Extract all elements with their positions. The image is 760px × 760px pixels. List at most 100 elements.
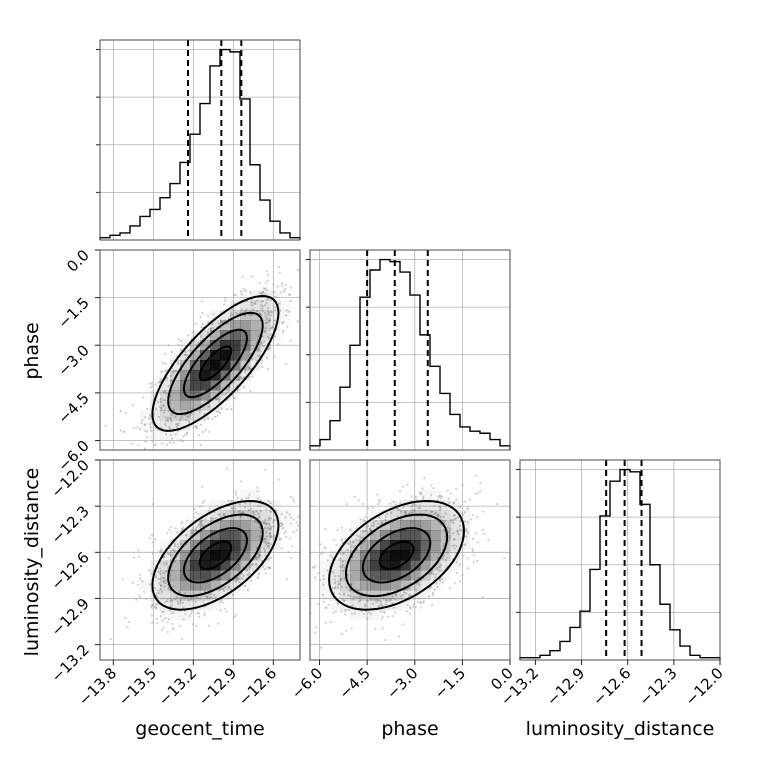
density-cell — [400, 560, 411, 571]
scatter-point — [150, 605, 153, 608]
scatter-point — [472, 560, 475, 563]
axes-frame — [309, 249, 511, 451]
density-cell — [440, 510, 451, 521]
scatter-point — [246, 573, 249, 576]
scatter-point — [282, 320, 285, 323]
scatter-point — [290, 522, 293, 525]
scatter-point — [391, 615, 394, 618]
density-cell — [230, 330, 241, 341]
scatter-point — [217, 322, 221, 325]
scatter-point — [416, 506, 420, 510]
density-cell — [450, 530, 461, 541]
scatter-point — [417, 581, 420, 584]
scatter-point — [137, 444, 140, 447]
scatter-point — [96, 454, 98, 456]
scatter-point — [207, 405, 210, 408]
density-cell — [360, 530, 371, 541]
scatter-point — [352, 541, 355, 544]
scatter-point — [268, 317, 272, 320]
scatter-point — [469, 518, 473, 521]
density-cell — [370, 510, 381, 521]
density-cell — [200, 360, 211, 371]
contour-level — [167, 311, 264, 416]
scatter-point — [203, 590, 206, 593]
contour-level — [151, 294, 280, 432]
scatter-point — [471, 547, 474, 551]
density-cell — [370, 530, 381, 541]
scatter-point — [290, 545, 293, 548]
scatter-point — [236, 389, 239, 392]
scatter-point — [153, 605, 156, 608]
scatter-point — [479, 481, 482, 484]
density-cell — [230, 340, 241, 351]
scatter-point — [158, 381, 161, 384]
density-cell — [160, 430, 171, 441]
tick-label-y-phase: −4.5 — [54, 389, 92, 427]
scatter-point — [232, 507, 235, 510]
scatter-point — [366, 599, 369, 603]
density-cell — [230, 370, 241, 381]
density-cell — [260, 320, 271, 331]
density-cell — [250, 530, 261, 541]
scatter-point — [245, 496, 248, 499]
scatter-point — [433, 588, 436, 592]
density-cell — [200, 520, 211, 531]
scatter-point — [162, 626, 165, 629]
scatter-point — [292, 530, 295, 534]
scatter-point — [215, 397, 218, 400]
scatter-point — [170, 612, 173, 615]
density-cell — [200, 340, 211, 351]
density-cell — [340, 550, 351, 561]
tick-label-x-luminosity-distance: −12.0 — [682, 664, 727, 709]
scatter-point — [259, 350, 262, 353]
scatter-point — [266, 367, 270, 371]
scatter-point — [160, 407, 163, 410]
scatter-point — [220, 407, 223, 410]
scatter-point — [235, 580, 238, 583]
density-cell — [230, 530, 241, 541]
scatter-point — [191, 529, 194, 532]
density-cell — [200, 550, 211, 561]
density-cell — [440, 560, 451, 571]
scatter-point — [404, 511, 407, 514]
density-cell — [170, 580, 181, 591]
density-cell — [160, 400, 171, 411]
density-cell — [160, 600, 171, 611]
scatter-point — [225, 610, 228, 613]
scatter-point — [256, 299, 259, 302]
scatter-point — [336, 529, 339, 532]
scatter-point — [264, 554, 267, 557]
scatter-point — [496, 503, 499, 506]
scatter-point — [259, 531, 262, 534]
scatter-point — [466, 567, 469, 570]
scatter-point — [355, 538, 358, 541]
scatter-point — [317, 603, 320, 606]
scatter-point — [459, 563, 462, 566]
scatter-point — [396, 507, 400, 510]
scatter-point — [131, 581, 135, 584]
scatter-point — [326, 559, 329, 562]
density-cell — [350, 590, 361, 601]
scatter-point — [136, 452, 138, 454]
scatter-point — [431, 592, 434, 595]
scatter-point — [225, 391, 228, 395]
scatter-point — [358, 538, 361, 541]
scatter-point — [233, 510, 236, 513]
scatter-point — [273, 306, 277, 309]
scatter-point — [272, 537, 275, 540]
scatter-point — [148, 569, 151, 572]
scatter-point — [458, 580, 462, 583]
scatter-point — [173, 560, 176, 563]
scatter-point — [242, 376, 245, 379]
xlabel-geocent-time: geocent_time — [135, 718, 264, 740]
scatter-point — [172, 441, 175, 444]
scatter-point — [202, 600, 205, 603]
density-cell — [180, 400, 191, 411]
scatter-point — [261, 365, 264, 369]
scatter-point — [159, 615, 162, 618]
scatter-point — [229, 315, 232, 318]
scatter-point — [452, 501, 456, 504]
scatter-point — [466, 531, 470, 534]
scatter-point — [173, 545, 176, 548]
scatter-point — [199, 521, 202, 524]
